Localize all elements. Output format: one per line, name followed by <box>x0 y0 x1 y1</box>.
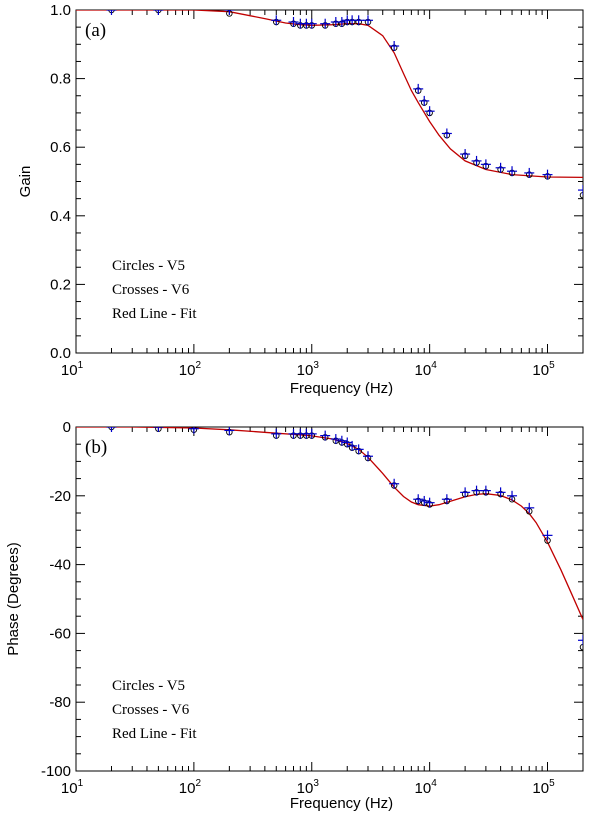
v6-cross-point <box>507 490 518 501</box>
y-tick-label: 0.8 <box>50 71 71 88</box>
v6-cross-point <box>188 427 199 434</box>
y-tick-label: -80 <box>49 694 71 711</box>
v6-cross-point <box>578 185 583 196</box>
plot-frame <box>75 426 584 772</box>
v6-cross-point <box>507 166 518 177</box>
v6-cross-point <box>271 15 282 26</box>
y-axis-label: Phase (Degrees) <box>5 542 22 655</box>
fit-line <box>76 427 583 620</box>
v6-cross-point <box>480 159 491 170</box>
v6-cross-point <box>441 494 452 505</box>
legend-entry: Red Line - Fit <box>112 726 197 742</box>
v6-cross-point <box>224 427 235 436</box>
v6-cross-point <box>320 430 331 441</box>
v6-cross-point <box>106 427 117 432</box>
v6-cross-point <box>419 495 430 506</box>
x-axis-label: Frequency (Hz) <box>290 795 393 812</box>
v6-cross-point <box>153 427 164 432</box>
y-tick-label: 0 <box>63 419 71 436</box>
y-tick-label: -100 <box>41 763 71 780</box>
v6-cross-point <box>353 444 364 455</box>
v6-cross-point <box>336 435 347 446</box>
v6-cross-point <box>471 155 482 166</box>
x-tick-label: 101 <box>61 778 84 797</box>
v6-cross-point <box>542 169 553 180</box>
x-tick-label: 104 <box>415 778 438 797</box>
y-tick-label: -40 <box>49 557 71 574</box>
v6-cross-point <box>336 17 347 28</box>
x-tick-label: 101 <box>61 360 84 379</box>
x-tick-label: 105 <box>532 778 555 797</box>
v6-cross-point <box>271 428 282 439</box>
fit-line <box>76 10 583 179</box>
v6-cross-point <box>495 487 506 498</box>
x-tick-label: 105 <box>532 360 555 379</box>
panel-label: (a) <box>85 20 106 41</box>
v6-cross-point <box>495 162 506 173</box>
v6-cross-point <box>320 18 331 29</box>
plot-frame <box>75 9 584 354</box>
y-axis-label: Gain <box>17 166 34 198</box>
legend-entry: Red Line - Fit <box>112 306 197 322</box>
x-tick-label: 102 <box>179 360 202 379</box>
v6-cross-point <box>460 487 471 498</box>
v6-cross-point <box>389 41 400 52</box>
x-tick-label: 102 <box>179 778 202 797</box>
y-tick-label: 0.2 <box>50 276 71 293</box>
v6-cross-point <box>106 10 117 15</box>
y-tick-label: 0.0 <box>50 345 71 362</box>
legend-entry: Circles - V5 <box>112 258 185 274</box>
v6-cross-point <box>153 10 164 15</box>
y-tick-label: -60 <box>49 625 71 642</box>
v6-cross-point <box>471 485 482 496</box>
v6-cross-point <box>424 497 435 508</box>
data-layer <box>76 427 583 651</box>
v6-cross-point <box>224 10 235 15</box>
v6-cross-point <box>524 502 535 513</box>
v6-cross-point <box>460 149 471 160</box>
v6-cross-point <box>424 106 435 117</box>
v6-cross-point <box>306 428 317 439</box>
x-axis-label: Frequency (Hz) <box>290 380 393 397</box>
panel-b: 101 102 103 104 105 -100 -80 -60 -40 -20 0 Frequenc… <box>5 419 584 812</box>
v6-cross-point <box>413 494 424 505</box>
v6-cross-point <box>419 95 430 106</box>
y-tick-label: -20 <box>49 488 71 505</box>
v5-circle-point <box>579 191 583 199</box>
x-tick-label: 104 <box>415 360 438 379</box>
y-tick-label: 1.0 <box>50 2 71 19</box>
v6-cross-point <box>330 434 341 445</box>
v6-cross-point <box>524 167 535 178</box>
legend-entry: Circles - V5 <box>112 678 185 694</box>
panel-label: (b) <box>85 437 107 458</box>
v6-cross-point <box>441 128 452 139</box>
v6-cross-point <box>362 15 373 26</box>
v5-circle-point <box>579 643 583 651</box>
v6-cross-point <box>389 478 400 489</box>
legend-entry: Crosses - V6 <box>112 702 190 718</box>
legend-entry: Crosses - V6 <box>112 282 190 298</box>
v6-cross-point <box>542 530 553 541</box>
y-tick-label: 0.6 <box>50 139 71 156</box>
v6-cross-point <box>347 440 358 451</box>
panel-a: 101 102 103 104 105 0.0 0.2 0.4 0.6 0.8 1.0 Frequen… <box>17 2 584 397</box>
v6-cross-point <box>288 17 299 28</box>
v6-cross-point <box>578 635 583 646</box>
v6-cross-point <box>362 451 373 462</box>
y-tick-label: 0.4 <box>50 208 71 225</box>
v6-cross-point <box>480 485 491 496</box>
v6-cross-point <box>306 18 317 29</box>
v6-cross-point <box>413 83 424 94</box>
data-layer <box>76 10 583 199</box>
x-tick-label: 103 <box>297 778 320 797</box>
v6-cross-point <box>353 15 364 26</box>
x-tick-label: 103 <box>297 360 320 379</box>
